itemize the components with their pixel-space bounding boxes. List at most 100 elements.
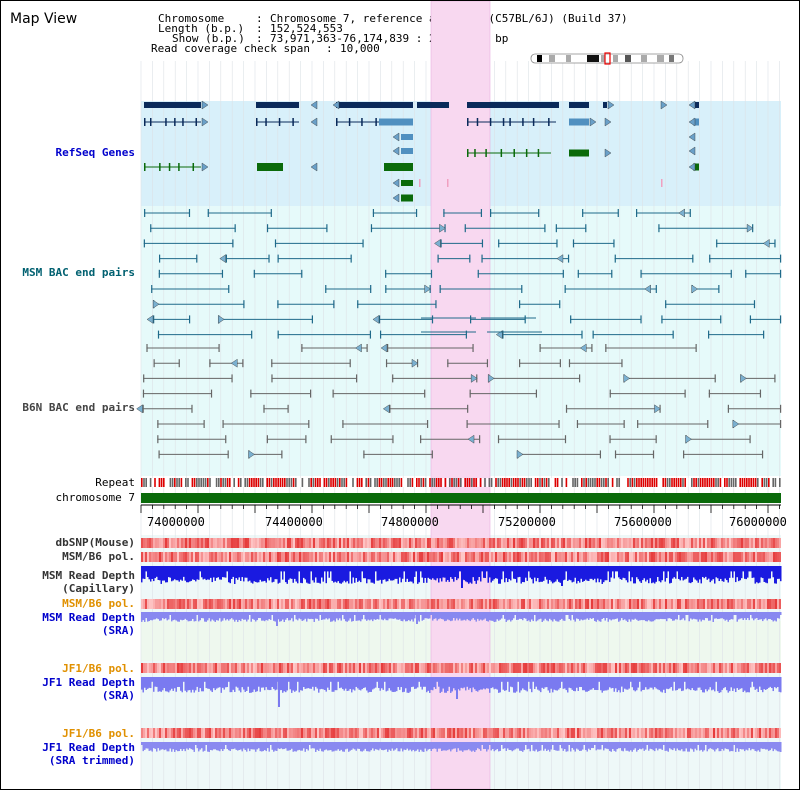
read-depth-bar [600,566,602,580]
polymorphism-cell [187,552,189,562]
polymorphism-cell [245,663,247,673]
read-depth-bar [388,742,390,750]
polymorphism-cell [267,728,269,738]
polymorphism-cell [391,538,393,548]
polymorphism-cell [157,552,159,562]
polymorphism-cell [599,538,601,548]
polymorphism-cell [583,728,585,738]
read-depth-bar [721,566,723,582]
track-label-msm-b6-pol[interactable]: MSM/B6 pol. [62,550,135,563]
read-depth-bar [466,677,468,687]
read-depth-bar [729,566,731,578]
read-depth-bar [550,566,552,582]
track-label-jf1-depth-sra[interactable]: JF1 Read Depth [42,676,135,689]
polymorphism-cell [571,552,573,562]
track-label-msm-depth-capillary[interactable]: MSM Read Depth [42,569,135,582]
polymorphism-cell [425,599,427,609]
read-depth-bar [634,612,636,619]
read-depth-bar [366,566,368,584]
read-depth-bar [730,742,732,752]
read-depth-bar [571,677,573,690]
read-depth-bar [733,566,735,572]
read-depth-bar [282,677,284,693]
read-depth-bar [555,677,557,691]
polymorphism-cell [571,663,573,673]
track-label-jf1-depth-trim[interactable]: JF1 Read Depth [42,741,135,754]
polymorphism-cell [735,599,737,609]
polymorphism-cell [705,599,707,609]
bac-end [502,330,504,339]
read-depth-bar [613,612,615,620]
polymorphism-cell [651,538,653,548]
read-depth-bar [759,742,761,752]
polymorphism-cell [179,663,181,673]
polymorphism-cell [639,663,641,673]
read-depth-bar [664,566,666,582]
read-depth-bar [409,566,411,582]
polymorphism-cell [639,728,641,738]
read-depth-bar [565,742,567,752]
repeat-element [317,478,319,487]
polymorphism-cell [169,728,171,738]
read-depth-bar [327,566,329,572]
read-depth-bar [759,677,761,687]
track-label-msm-depth-sra[interactable]: MSM Read Depth [42,611,135,624]
read-depth-bar [663,677,665,690]
read-depth-bar [546,612,548,621]
read-depth-bar [408,612,410,621]
read-depth-bar [304,612,306,619]
polymorphism-cell [269,663,271,673]
repeat-element [482,478,484,487]
read-depth-bar [312,566,314,581]
track-label-b6n-bac[interactable]: B6N BAC end pairs [22,401,135,414]
track-label-jf1-b6-pol-trim[interactable]: JF1/B6 pol. [62,727,135,740]
polymorphism-cell [155,552,157,562]
read-depth-bar [282,612,284,620]
read-depth-bar [493,612,495,622]
polymorphism-cell [311,552,313,562]
polymorphism-cell [673,538,675,548]
polymorphism-cell [183,728,185,738]
read-depth-bar [189,677,191,691]
read-depth-bar [772,566,774,578]
read-depth-bar [709,742,711,749]
read-depth-bar [652,742,654,751]
polymorphism-cell [397,552,399,562]
read-depth-bar [756,566,758,583]
polymorphism-cell [647,538,649,548]
track-label-jf1-b6-pol[interactable]: JF1/B6 pol. [62,662,135,675]
read-depth-bar [586,612,588,619]
read-depth-bar [523,677,525,690]
read-depth-bar [682,742,684,752]
polymorphism-cell [649,599,651,609]
track-label-msm-b6-pol-sra[interactable]: MSM/B6 pol. [62,597,135,610]
bac-end [579,374,581,383]
polymorphism-cell [741,538,743,548]
polymorphism-cell [721,538,723,548]
read-depth-bar [358,742,360,749]
polymorphism-cell [231,599,233,609]
read-depth-bar [141,742,143,745]
read-depth-bar [582,742,584,750]
gene-block [417,102,449,108]
read-depth-bar [142,612,144,621]
track-label-msm-bac[interactable]: MSM BAC end pairs [22,266,135,279]
read-depth-bar [369,566,371,580]
read-depth-bar [159,677,161,692]
read-depth-bar [534,742,536,752]
track-label-dbsnp[interactable]: dbSNP(Mouse) [55,536,135,549]
read-depth-bar [682,612,684,619]
bac-end [564,435,567,444]
polymorphism-cell [295,552,297,562]
bac-end [443,209,445,217]
repeat-element [774,478,777,487]
bac-end [287,404,289,413]
polymorphism-cell [213,663,215,673]
read-depth-bar [352,742,354,749]
polymorphism-cell [225,538,227,548]
read-depth-bar [583,612,585,620]
read-depth-bar [192,677,194,690]
read-depth-bar [345,566,347,583]
track-label-refseq[interactable]: RefSeq Genes [55,146,135,159]
